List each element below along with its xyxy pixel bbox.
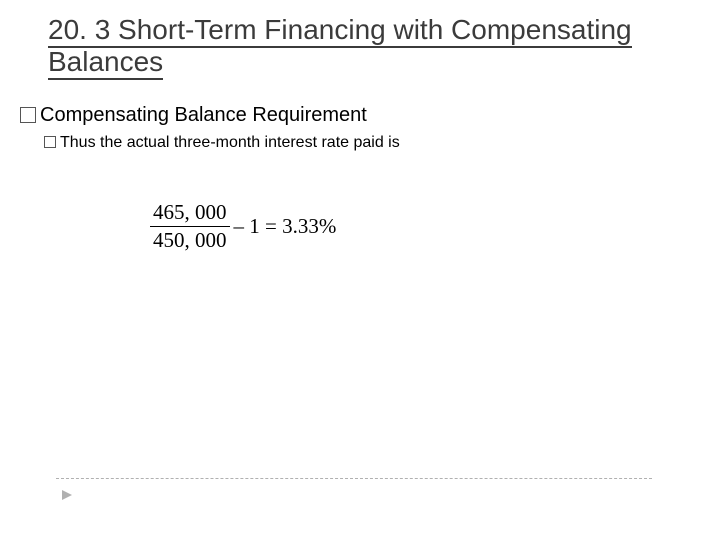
bullet-level-2: Thus the actual three-month interest rat…	[44, 134, 400, 152]
footer-divider	[56, 478, 652, 479]
footer-arrow-icon	[60, 488, 74, 502]
square-bullet-icon	[20, 107, 36, 123]
slide-title: 20. 3 Short-Term Financing with Compensa…	[48, 14, 668, 78]
bullet-level-1-text: Compensating Balance Requirement	[40, 104, 367, 126]
fraction-numerator: 465, 000	[150, 200, 230, 226]
square-bullet-icon	[44, 136, 56, 148]
formula: 465, 000 450, 000 – 1 = 3.33%	[150, 200, 336, 253]
slide-title-text: 20. 3 Short-Term Financing with Compensa…	[48, 14, 632, 80]
formula-tail: – 1 = 3.33%	[230, 214, 337, 239]
fraction-denominator: 450, 000	[150, 226, 230, 253]
slide: 20. 3 Short-Term Financing with Compensa…	[0, 0, 720, 540]
bullet-level-2-text: Thus the actual three-month interest rat…	[60, 134, 400, 151]
bullet-level-1: Compensating Balance Requirement	[20, 104, 367, 127]
fraction: 465, 000 450, 000	[150, 200, 230, 253]
